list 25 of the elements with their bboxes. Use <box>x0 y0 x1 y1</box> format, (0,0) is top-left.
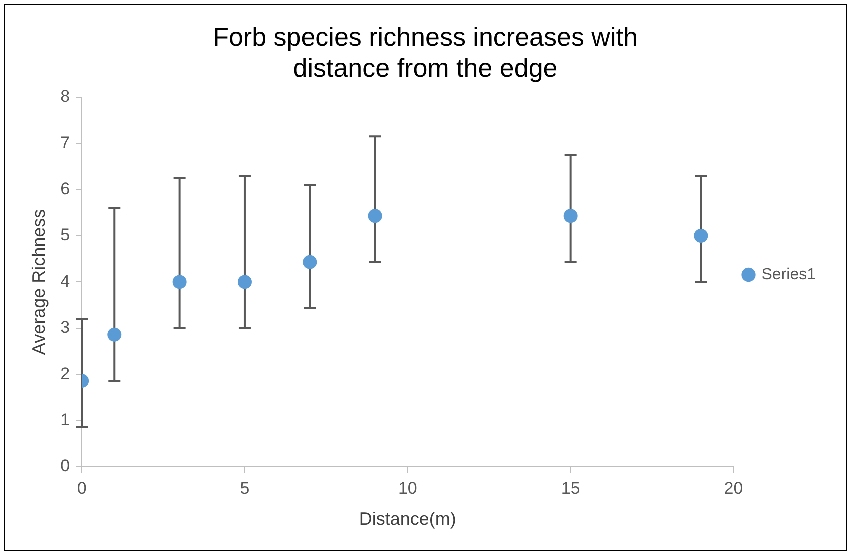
point <box>172 275 187 290</box>
x-tick-label: 5 <box>240 478 250 498</box>
point <box>564 209 578 224</box>
y-tick-label: 8 <box>60 87 70 106</box>
x-tick-label: 0 <box>77 478 87 498</box>
y-tick-label: 1 <box>60 410 70 430</box>
y-tick-label: 7 <box>60 133 70 152</box>
x-tick-label: 10 <box>398 478 418 498</box>
x-tick-label: 20 <box>724 478 744 498</box>
y-tick-label: 4 <box>60 272 70 291</box>
point <box>238 275 252 290</box>
x-tick-label: 15 <box>561 478 580 498</box>
legend-label: Series1 <box>762 266 816 284</box>
y-axis-title: Average Richness <box>28 209 49 356</box>
point <box>303 255 318 270</box>
y-tick-label: 2 <box>60 364 70 384</box>
point <box>108 328 122 342</box>
y-tick-label: 3 <box>60 318 70 338</box>
chart-title: Forb species richness increases with distance from the edge <box>213 22 638 83</box>
point <box>694 229 708 243</box>
y-tick-label: 6 <box>60 179 70 198</box>
y-tick-label: 5 <box>60 226 70 245</box>
point <box>368 209 382 224</box>
y-tick-label: 0 <box>60 456 70 476</box>
x-axis-title: Distance(m) <box>359 509 456 530</box>
